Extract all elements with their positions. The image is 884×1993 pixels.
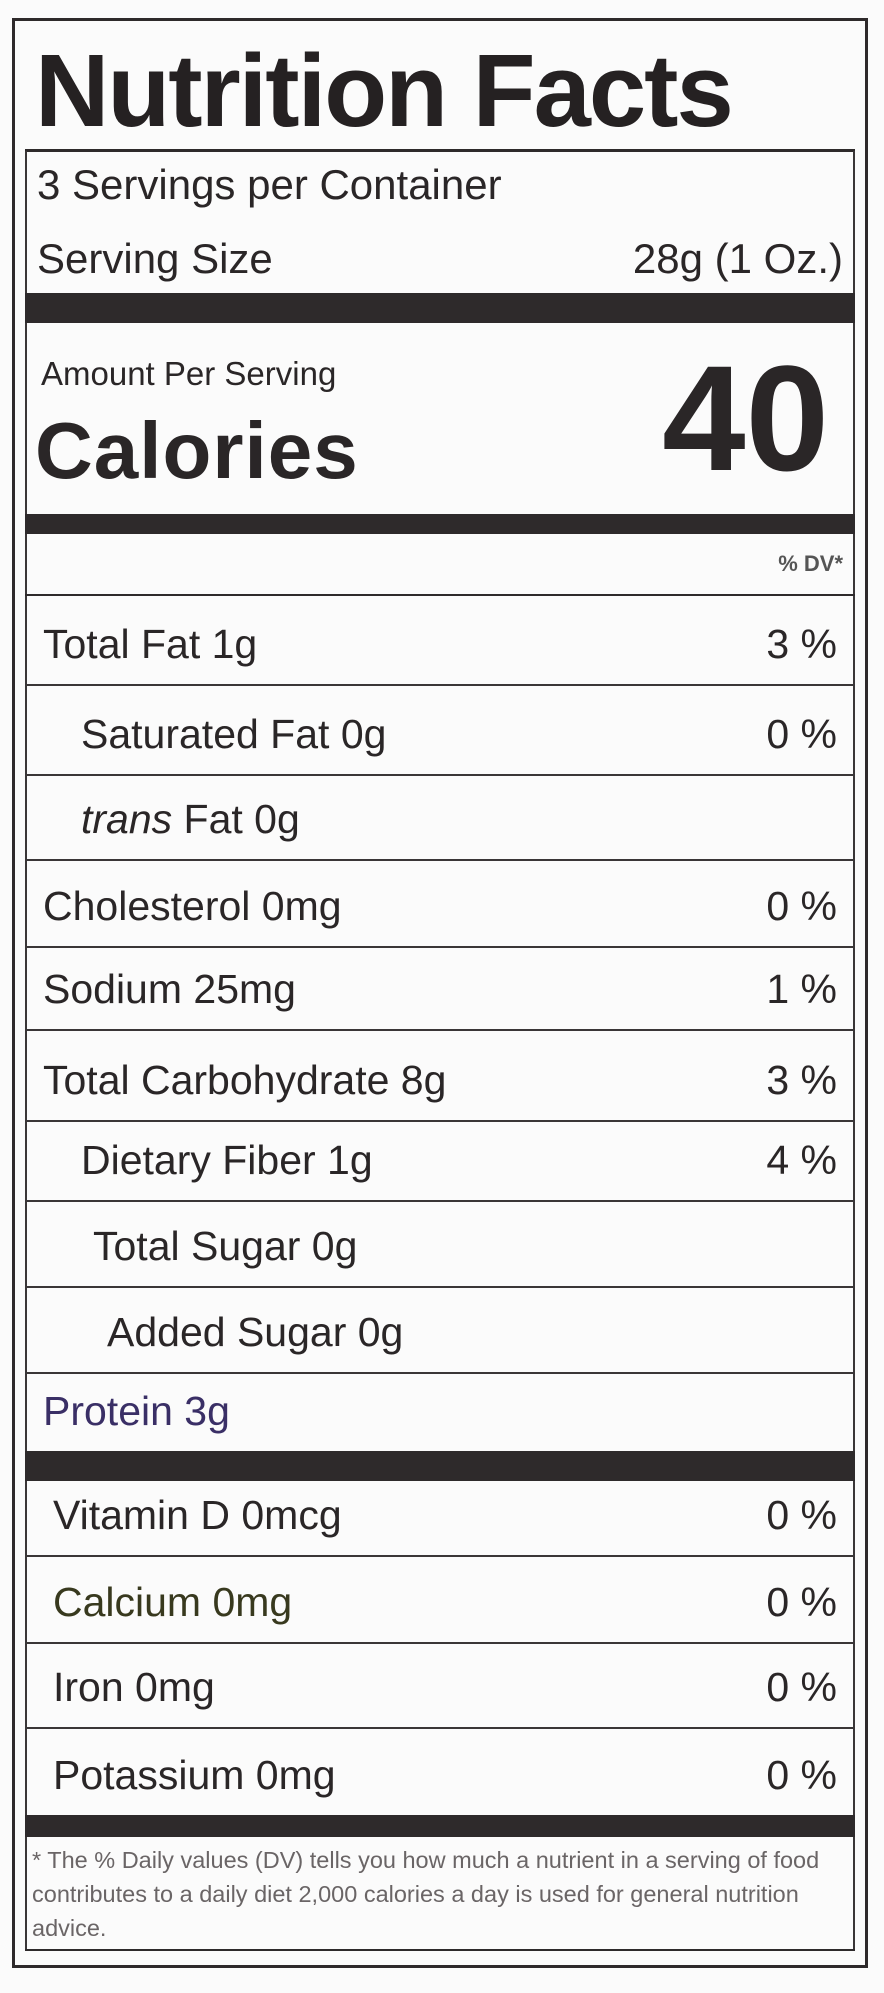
nutrient-row-total-fat: Total Fat 1g 3 % <box>25 596 855 686</box>
nutrient-row-total-sugar: Total Sugar 0g <box>25 1202 855 1288</box>
nutrient-row-saturated-fat: Saturated Fat 0g 0 % <box>25 686 855 776</box>
servings-per-container: 3 Servings per Container <box>37 161 502 208</box>
calories-label: Calories <box>35 406 359 495</box>
nutrition-label: Nutrition Facts 3 Servings per Container… <box>12 18 868 1968</box>
amount-per-serving: Amount Per Serving <box>41 355 337 392</box>
thick-divider <box>25 1815 855 1837</box>
vitamin-row-potassium: Potassium 0mg 0 % <box>53 1752 837 1798</box>
divider <box>25 149 855 152</box>
nutrient-row-cholesterol: Cholesterol 0mg 0 % <box>25 861 855 948</box>
nutrient-row-protein: Protein 3g <box>43 1388 230 1434</box>
vitamin-row-iron: Iron 0mg 0 % <box>25 1644 855 1729</box>
inner-border-left <box>25 151 27 1951</box>
nutrient-row-total-carbohydrate: Total Carbohydrate 8g 3 % <box>25 1031 855 1122</box>
thick-divider <box>25 514 855 534</box>
dv-header: % DV* <box>778 551 843 576</box>
serving-size-label: Serving Size <box>37 235 273 282</box>
serving-size-value: 28g (1 Oz.) <box>632 235 843 282</box>
nutrient-row-trans-fat: trans Fat 0g <box>25 776 855 861</box>
vitamin-row-calcium: Calcium 0mg 0 % <box>25 1557 855 1644</box>
bottom-border <box>25 1949 855 1951</box>
calories-value: 40 <box>662 334 829 502</box>
thick-divider <box>25 1451 855 1481</box>
inner-border-right <box>853 151 855 1951</box>
nutrient-row-added-sugar: Added Sugar 0g <box>25 1288 855 1374</box>
footnote: * The % Daily values (DV) tells you how … <box>32 1847 820 1941</box>
label-title: Nutrition Facts <box>35 33 734 148</box>
vitamin-row-vitamin-d: Vitamin D 0mcg 0 % <box>25 1481 855 1557</box>
divider <box>25 594 855 596</box>
thick-divider <box>25 293 855 323</box>
nutrient-row-sodium: Sodium 25mg 1 % <box>25 948 855 1031</box>
nutrient-row-dietary-fiber: Dietary Fiber 1g 4 % <box>25 1122 855 1202</box>
